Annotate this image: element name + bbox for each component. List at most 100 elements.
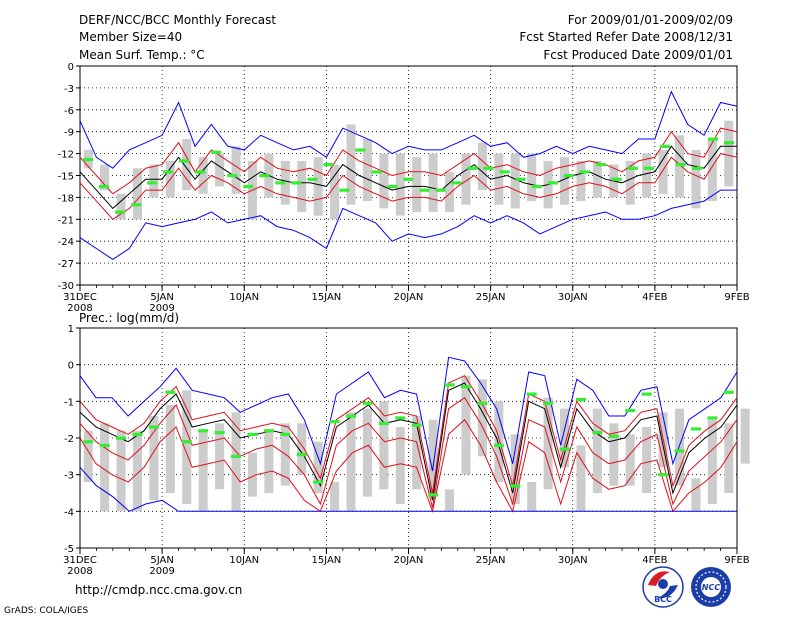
- prec-observed-mark: [428, 493, 439, 497]
- prec-ensemble-bar: [215, 423, 225, 490]
- prec-ytick-label: -1: [64, 397, 74, 408]
- prec-ensemble-bar: [395, 427, 405, 504]
- prec-observed-mark: [280, 432, 291, 437]
- temp-xtick-sublabel: 2008: [67, 303, 92, 314]
- prec-xtick-sublabel: 2009: [149, 566, 174, 577]
- prec-ensemble-bar: [625, 434, 635, 486]
- temp-ytick-label: -9: [64, 128, 74, 139]
- temp-observed-mark: [483, 166, 494, 170]
- temp-ensemble-bar: [379, 153, 389, 209]
- prec-observed-mark: [526, 392, 537, 396]
- temp-observed-mark: [691, 166, 702, 170]
- prec-series-lowest: [79, 418, 738, 514]
- prec-ensemble-bar: [149, 416, 159, 501]
- temp-observed-mark: [611, 177, 622, 181]
- temp-xtick-label: 30JAN: [558, 292, 588, 303]
- prec-xtick-label: 9FEB: [724, 555, 749, 566]
- grads-credit: GrADS: COLA/IGES: [4, 606, 88, 616]
- temp-observed-mark: [435, 188, 446, 192]
- temp-observed-mark: [515, 177, 526, 181]
- temp-ensemble-bar: [625, 160, 635, 205]
- temp-ensemble-bar: [132, 168, 143, 220]
- temp-series-upper: [79, 127, 738, 195]
- temp-ensemble-bar: [215, 153, 225, 187]
- temp-ensemble-bar: [494, 153, 504, 205]
- temp-xtick-label: 31DEC: [63, 292, 97, 303]
- temp-observed-mark: [563, 174, 574, 178]
- prec-ensemble-bar: [707, 419, 717, 504]
- fcst-started-label: Fcst Started Refer Date 2008/12/31: [519, 30, 733, 44]
- prec-xtick-label: 4FEB: [642, 555, 667, 566]
- prec-ensemble-bar: [264, 430, 274, 493]
- prec-ensemble-bar: [724, 423, 734, 493]
- source-url[interactable]: http://cmdp.ncc.cma.gov.cn: [75, 583, 242, 597]
- temp-ytick-label: -18: [58, 193, 74, 204]
- prec-observed-mark: [263, 429, 274, 433]
- prec-observed-mark: [83, 440, 94, 444]
- prec-ytick-label: -3: [64, 471, 74, 482]
- ncc-logo: NCC: [691, 567, 731, 607]
- prec-ensemble-bar: [313, 441, 323, 493]
- temp-observed-mark: [99, 184, 110, 189]
- prec-observed-mark: [181, 440, 192, 444]
- temp-xtick-label: 9FEB: [724, 292, 749, 303]
- prec-observed-mark: [477, 401, 488, 405]
- temp-ytick-label: -21: [58, 215, 74, 226]
- temp-observed-mark: [131, 203, 142, 207]
- temp-observed-mark: [355, 148, 366, 152]
- prec-ensemble-bar: [576, 445, 586, 512]
- temp-observed-mark: [339, 188, 350, 192]
- temp-observed-mark: [531, 184, 542, 189]
- temp-panel-title: Mean Surf. Temp.: °C: [79, 48, 205, 62]
- prec-ensemble-bar: [116, 430, 126, 512]
- temp-observed-mark: [291, 181, 302, 185]
- prec-observed-mark: [247, 432, 258, 437]
- temp-ensemble-bar: [280, 160, 290, 205]
- temp-observed-mark: [547, 181, 558, 185]
- temp-observed-mark: [627, 166, 638, 170]
- prec-xtick-label: 20JAN: [394, 555, 424, 566]
- temp-ensemble-bar: [116, 193, 126, 220]
- ncc-logo-text: NCC: [702, 583, 721, 592]
- prec-observed-mark: [592, 431, 603, 435]
- temp-observed-mark: [403, 177, 414, 181]
- temp-observed-mark: [723, 141, 734, 145]
- temp-observed-mark: [419, 188, 430, 192]
- prec-ensemble-bar: [198, 430, 208, 512]
- prec-ensemble-bar: [346, 412, 356, 512]
- temp-ensemble-bar: [691, 149, 701, 209]
- prec-ytick-label: 0: [68, 361, 74, 372]
- temp-ensemble-bar: [198, 157, 208, 194]
- temp-observed-mark: [451, 181, 462, 185]
- prec-observed-mark: [198, 429, 209, 433]
- prec-observed-mark: [460, 385, 471, 389]
- temp-xtick-sublabel: 2009: [149, 303, 174, 314]
- temp-ensemble-bar: [149, 164, 159, 198]
- temp-ensemble-bar: [313, 157, 323, 216]
- temp-observed-mark: [195, 170, 206, 174]
- prec-ensemble-bar: [494, 401, 504, 482]
- prec-ensemble-bar: [592, 408, 602, 493]
- prec-ensemble-bar: [379, 401, 389, 490]
- temp-observed-mark: [387, 184, 398, 189]
- temp-ensemble-bar: [707, 139, 717, 202]
- prec-observed-mark: [510, 484, 521, 488]
- temp-series-max: [79, 90, 738, 169]
- prec-xtick-label: 31DEC: [63, 555, 97, 566]
- temp-observed-mark: [115, 210, 126, 214]
- prec-ytick-label: -5: [64, 544, 74, 555]
- temp-ytick-label: -24: [58, 237, 74, 248]
- prec-observed-mark: [378, 421, 389, 426]
- prec-ensemble-bar: [527, 482, 537, 512]
- temp-ensemble-bar: [560, 157, 570, 205]
- temp-ensemble-bar: [477, 142, 487, 191]
- prec-observed-mark: [99, 443, 110, 448]
- prec-observed-mark: [690, 427, 701, 431]
- temp-series-mean: [79, 145, 737, 210]
- prec-observed-mark: [608, 434, 619, 438]
- prec-ensemble-bar: [247, 452, 257, 497]
- temp-ytick-label: -15: [58, 172, 74, 183]
- temp-xtick-label: 20JAN: [394, 292, 424, 303]
- temp-ensemble-bar: [724, 120, 734, 187]
- prec-observed-mark: [165, 390, 176, 394]
